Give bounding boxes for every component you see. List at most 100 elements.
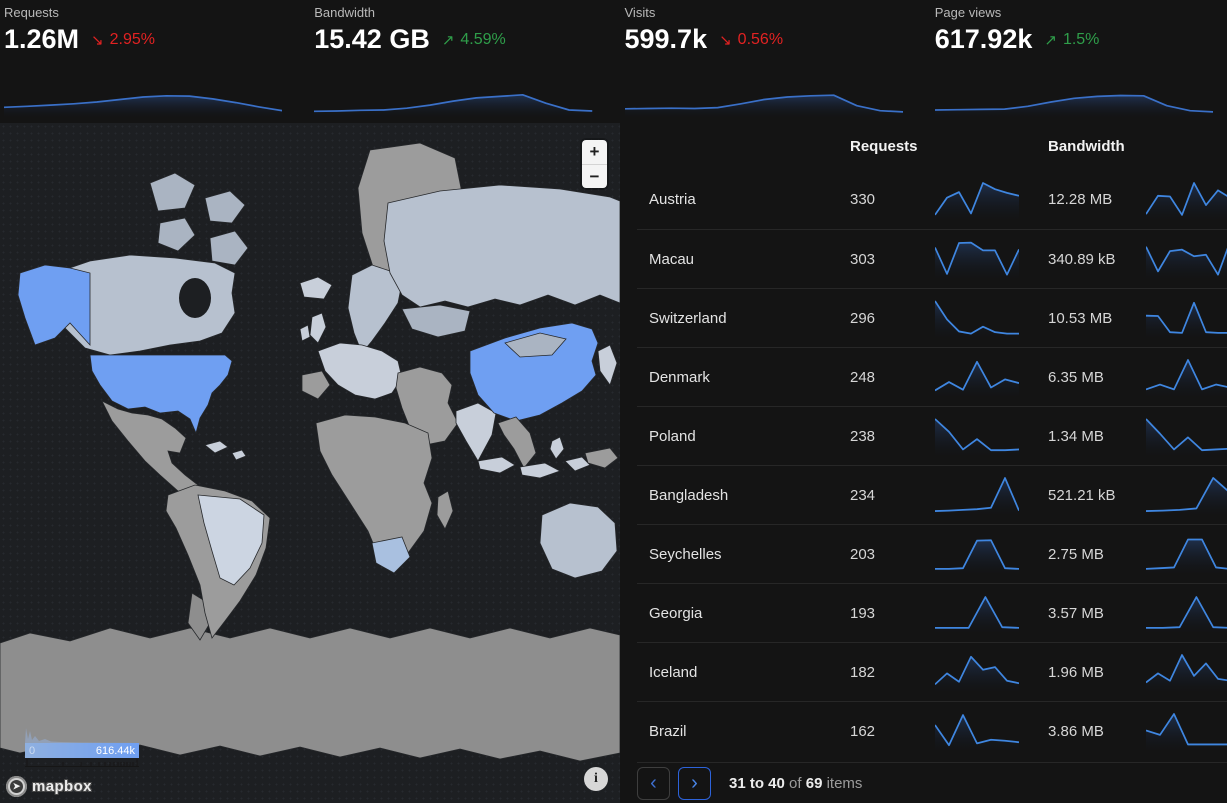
country-table-body: Austria 330 12.28 MB Macau 303 340.89 kB… (637, 170, 1227, 762)
bandwidth-sparkline (1146, 474, 1227, 516)
country-india (455, 402, 497, 462)
bandwidth-sparkline (1146, 179, 1227, 221)
bandwidth-sparkline (1146, 297, 1227, 339)
requests-value: 303 (850, 250, 876, 268)
legend-min-label: 0 (29, 744, 36, 757)
country-name: Brazil (649, 722, 687, 740)
stat-delta-value: 0.56% (737, 30, 784, 48)
bandwidth-value: 340.89 kB (1048, 250, 1116, 268)
country-madagascar (436, 490, 454, 530)
trend-down-icon: ↘ (719, 31, 732, 49)
stat-value: 599.7k (624, 24, 708, 54)
country-table-panel: Requests Bandwidth Austria 330 12.28 MB … (620, 123, 1227, 803)
trend-up-icon: ↗ (441, 31, 455, 49)
country-usa-alaska (17, 264, 91, 347)
table-header: Requests Bandwidth (637, 123, 1227, 170)
trend-up-icon: ↗ (1044, 31, 1057, 49)
requests-value: 234 (850, 486, 876, 504)
bandwidth-value: 3.57 MB (1048, 604, 1104, 622)
zoom-in-button[interactable]: + (589, 142, 600, 161)
requests-sparkline (4, 82, 283, 118)
stat-card-bandwidth: Bandwidth 15.42 GB ↗ 4.59% (314, 3, 606, 123)
country-japan (597, 344, 618, 386)
stat-value: 15.42 GB (314, 24, 430, 54)
bandwidth-sparkline (1146, 710, 1227, 752)
country-name: Switzerland (649, 309, 727, 327)
requests-sparkline (935, 238, 1022, 280)
requests-sparkline (935, 356, 1022, 398)
zoom-out-button[interactable]: − (582, 164, 607, 188)
requests-sparkline (935, 179, 1022, 221)
table-row[interactable]: Brazil 162 3.86 MB (637, 701, 1227, 760)
requests-sparkline (935, 415, 1022, 457)
country-name: Denmark (649, 368, 710, 386)
requests-sparkline (935, 474, 1022, 516)
bandwidth-sparkline (1146, 592, 1227, 634)
next-page-button[interactable]: › (678, 766, 711, 800)
bandwidth-value: 3.86 MB (1048, 722, 1104, 740)
bandwidth-value: 12.28 MB (1048, 191, 1113, 208)
stat-label: Visits (624, 5, 656, 20)
stat-card-requests: Requests 1.26M ↘ 2.95% (4, 3, 296, 123)
bandwidth-value: 521.21 kB (1048, 486, 1116, 504)
stat-label: Requests (4, 5, 59, 20)
table-row[interactable]: Austria 330 12.28 MB (637, 170, 1227, 229)
header-bandwidth: Bandwidth (1048, 138, 1125, 155)
country-africa (315, 414, 433, 572)
pagination-items: items (826, 774, 863, 792)
country-mongolia (504, 332, 567, 358)
bandwidth-sparkline (1146, 356, 1227, 398)
stat-delta: ↗ 1.5% (1044, 31, 1099, 49)
country-brazil (197, 494, 265, 586)
bandwidth-value: 6.35 MB (1048, 368, 1104, 386)
bandwidth-sparkline (1146, 533, 1227, 575)
table-row[interactable]: Bangladesh 234 521.21 kB (637, 465, 1227, 524)
bandwidth-sparkline (1146, 651, 1227, 693)
mapbox-logo[interactable]: ➤ mapbox (6, 776, 92, 797)
pagination-range: 31 to 40 (729, 774, 785, 792)
country-china (469, 322, 599, 422)
country-south-africa (371, 536, 411, 574)
requests-value: 330 (850, 191, 876, 208)
prev-page-button[interactable]: ‹ (637, 766, 670, 800)
table-row[interactable]: Macau 303 340.89 kB (637, 229, 1227, 288)
pagination-total: 69 (805, 774, 823, 792)
stat-label: Page views (934, 5, 1002, 20)
stat-delta-value: 4.59% (460, 30, 506, 48)
stats-row: Requests 1.26M ↘ 2.95% Bandwidth 15.42 G… (0, 0, 1227, 123)
world-map-panel[interactable]: + − 0 616.44k (0, 123, 620, 803)
country-usa (89, 354, 233, 435)
mapbox-logo-text: mapbox (32, 778, 92, 795)
requests-sparkline (935, 710, 1022, 752)
table-row[interactable]: Iceland 182 1.96 MB (637, 642, 1227, 701)
table-row[interactable]: Denmark 248 6.35 MB (637, 347, 1227, 406)
legend-scale-ruler (25, 759, 139, 767)
pagination-of: of (789, 774, 802, 792)
country-mexico (101, 400, 199, 496)
legend-histogram (25, 728, 139, 743)
table-row[interactable]: Poland 238 1.34 MB (637, 406, 1227, 465)
bandwidth-sparkline (314, 82, 593, 118)
table-row[interactable]: Georgia 193 3.57 MB (637, 583, 1227, 642)
bandwidth-sparkline (1146, 238, 1227, 280)
world-map[interactable] (0, 123, 620, 803)
trend-down-icon: ↘ (91, 31, 104, 49)
country-antarctica (0, 627, 620, 762)
map-legend: 0 616.44k (25, 726, 139, 767)
bandwidth-value: 10.53 MB (1048, 309, 1113, 327)
mapbox-logo-icon: ➤ (6, 776, 27, 797)
country-scandinavia (347, 264, 403, 354)
stat-value: 617.92k (934, 24, 1033, 54)
map-zoom-control: + − (582, 140, 607, 188)
requests-sparkline (935, 651, 1022, 693)
requests-value: 162 (850, 722, 876, 740)
table-row[interactable]: Switzerland 296 10.53 MB (637, 288, 1227, 347)
map-info-icon[interactable]: i (584, 767, 608, 791)
country-name: Macau (649, 250, 695, 268)
pagination: ‹ › 31 to 40 of 69 items (637, 762, 1227, 803)
table-row[interactable]: Seychelles 203 2.75 MB (637, 524, 1227, 583)
country-name: Georgia (649, 604, 703, 622)
stat-delta: ↗ 4.59% (442, 31, 506, 49)
stat-label: Bandwidth (314, 5, 375, 20)
legend-max-label: 616.44k (95, 744, 135, 757)
